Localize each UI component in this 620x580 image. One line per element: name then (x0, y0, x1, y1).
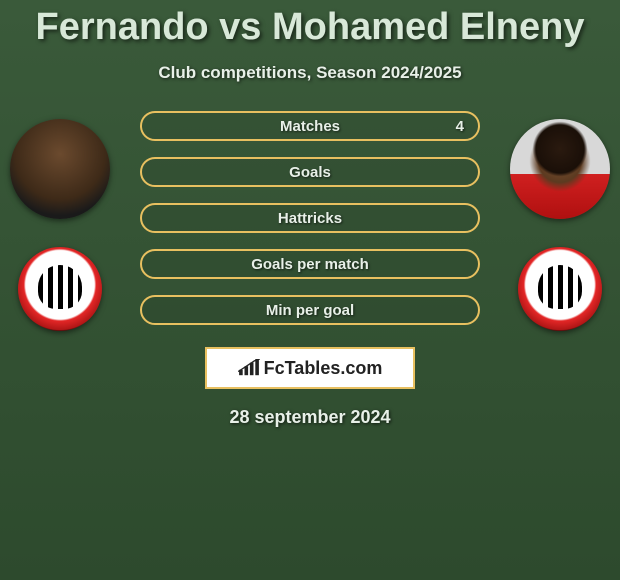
player-right-avatar (510, 119, 610, 219)
stat-row-min-per-goal: Min per goal (140, 295, 480, 325)
bar-chart-icon (238, 359, 260, 377)
subtitle: Club competitions, Season 2024/2025 (0, 63, 620, 83)
club-crest-icon (538, 265, 582, 309)
stat-label: Goals per match (251, 256, 369, 273)
page-title: Fernando vs Mohamed Elneny (0, 0, 620, 49)
club-left-badge (18, 247, 102, 331)
stat-label: Min per goal (266, 302, 354, 319)
branding-text: FcTables.com (264, 358, 383, 379)
club-right-badge (518, 247, 602, 331)
avatar-image (510, 119, 610, 219)
stat-label: Goals (289, 164, 331, 181)
stat-row-hattricks: Hattricks (140, 203, 480, 233)
stat-right-value: 4 (456, 118, 464, 135)
date-text: 28 september 2024 (0, 407, 620, 428)
club-crest-icon (38, 265, 82, 309)
stats-list: Matches 4 Goals Hattricks Goals per matc… (140, 111, 480, 325)
stat-label: Matches (280, 118, 340, 135)
comparison-panel: Matches 4 Goals Hattricks Goals per matc… (0, 111, 620, 428)
stat-row-matches: Matches 4 (140, 111, 480, 141)
avatar-image (10, 119, 110, 219)
stat-label: Hattricks (278, 210, 342, 227)
stat-row-goals: Goals (140, 157, 480, 187)
player-left-avatar (10, 119, 110, 219)
stat-row-goals-per-match: Goals per match (140, 249, 480, 279)
branding-box: FcTables.com (205, 347, 415, 389)
